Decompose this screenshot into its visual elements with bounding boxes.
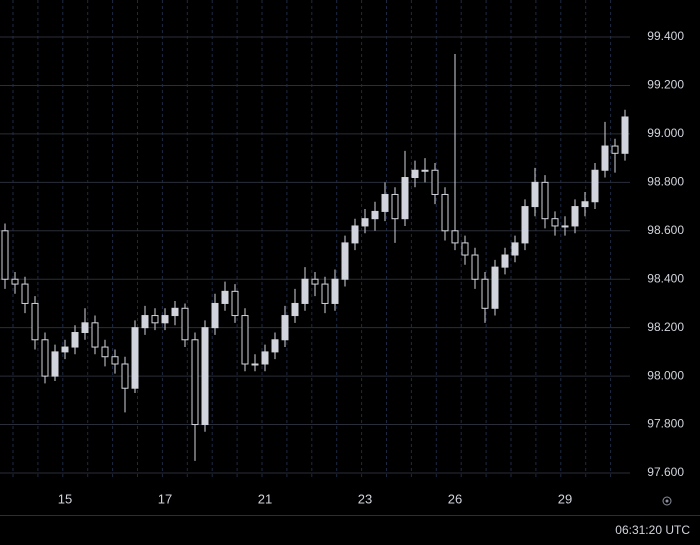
candle-body	[451, 230, 459, 244]
candle-body	[11, 278, 19, 285]
candle-body	[241, 315, 249, 365]
x-tick-label: 26	[448, 491, 462, 506]
candle-body	[431, 169, 439, 195]
x-tick-label: 17	[158, 491, 172, 506]
candle-body	[591, 169, 599, 203]
y-tick-label: 99.000	[647, 126, 684, 140]
candle-body	[511, 242, 519, 256]
candle-body	[381, 193, 389, 212]
candle-body	[471, 254, 479, 280]
candle-body	[291, 302, 299, 317]
x-tick-label: 21	[258, 491, 272, 506]
candle-body	[171, 307, 179, 317]
y-tick-label: 98.800	[647, 175, 684, 189]
candle-body	[461, 242, 469, 256]
candle-body	[521, 206, 529, 244]
candle-body	[251, 363, 259, 366]
settings-icon[interactable]	[662, 496, 672, 506]
candle-body	[611, 145, 619, 154]
candle-body	[231, 290, 239, 317]
candle-body	[351, 225, 359, 244]
candle-body	[501, 254, 509, 268]
candle-body	[51, 351, 59, 377]
candle-body	[561, 225, 569, 228]
candle-body	[31, 302, 39, 341]
candle-body	[601, 145, 609, 171]
candle-body	[131, 327, 139, 389]
candle-body	[181, 307, 189, 341]
candle-body	[481, 278, 489, 309]
settings-icon-dot	[665, 499, 669, 503]
x-tick-label: 23	[358, 491, 372, 506]
y-tick-label: 97.800	[647, 417, 684, 431]
candle-body	[571, 206, 579, 227]
candle-body	[311, 278, 319, 285]
candle-body	[141, 315, 149, 329]
y-tick-label: 98.200	[647, 320, 684, 334]
x-tick-label: 29	[558, 491, 572, 506]
candle-body	[111, 356, 119, 365]
candle-body	[441, 193, 449, 232]
candle-body	[261, 351, 269, 365]
candle-body	[581, 201, 589, 208]
y-tick-label: 98.400	[647, 271, 684, 285]
y-tick-label: 99.400	[647, 29, 684, 43]
candle-body	[391, 193, 399, 220]
candle-body	[191, 339, 199, 426]
candle-body	[221, 290, 229, 304]
candle-body	[621, 116, 629, 154]
x-tick-label: 15	[58, 491, 72, 506]
candle-body	[151, 315, 159, 324]
candle-body	[371, 210, 379, 220]
candle-body	[201, 327, 209, 426]
candle-body	[41, 339, 49, 377]
candle-body	[21, 283, 29, 304]
candle-body	[281, 315, 289, 341]
candle-body	[341, 242, 349, 280]
candle-body	[61, 346, 69, 353]
y-tick-label: 98.000	[647, 368, 684, 382]
candle-body	[101, 346, 109, 358]
candle-body	[401, 177, 409, 220]
candle-body	[321, 283, 329, 304]
candle-body	[531, 181, 539, 208]
candle-body	[301, 278, 309, 304]
candle-body	[491, 266, 499, 309]
candle-body	[71, 332, 79, 348]
candle-body	[1, 230, 9, 280]
candle-body	[361, 218, 369, 227]
clock: 06:31:20 UTC	[615, 523, 690, 537]
candle-body	[331, 278, 339, 304]
y-tick-label: 99.200	[647, 78, 684, 92]
candle-body	[211, 302, 219, 329]
candle-body	[271, 339, 279, 353]
y-tick-label: 98.600	[647, 223, 684, 237]
candle-body	[411, 169, 419, 179]
candle-body	[81, 322, 89, 334]
candle-body	[161, 315, 169, 324]
candle-body	[421, 169, 429, 172]
candle-body	[91, 322, 99, 348]
candle-body	[541, 181, 549, 220]
y-tick-label: 97.600	[647, 465, 684, 479]
candle-body	[121, 363, 129, 389]
candle-body	[551, 218, 559, 227]
